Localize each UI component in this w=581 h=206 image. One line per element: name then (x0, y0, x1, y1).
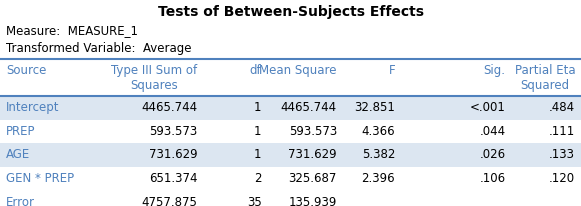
Text: 651.374: 651.374 (149, 172, 198, 185)
Text: df: df (250, 64, 261, 77)
Text: 4.366: 4.366 (361, 125, 395, 138)
Text: F: F (389, 64, 395, 77)
Text: Partial Eta
Squared: Partial Eta Squared (515, 64, 575, 92)
Text: 593.573: 593.573 (289, 125, 337, 138)
Text: 135.939: 135.939 (289, 195, 337, 206)
Text: 1: 1 (254, 125, 261, 138)
Text: 2: 2 (254, 172, 261, 185)
Text: 1: 1 (254, 148, 261, 161)
Text: 35: 35 (247, 195, 261, 206)
FancyBboxPatch shape (0, 190, 581, 206)
Text: Mean Square: Mean Square (260, 64, 337, 77)
Text: Sig.: Sig. (483, 64, 505, 77)
FancyBboxPatch shape (0, 96, 581, 119)
Text: 1: 1 (254, 101, 261, 114)
Text: 4465.744: 4465.744 (141, 101, 198, 114)
Text: .026: .026 (479, 148, 505, 161)
Text: 731.629: 731.629 (288, 148, 337, 161)
FancyBboxPatch shape (0, 143, 581, 167)
Text: 593.573: 593.573 (149, 125, 198, 138)
Text: .133: .133 (549, 148, 575, 161)
Text: GEN * PREP: GEN * PREP (6, 172, 74, 185)
FancyBboxPatch shape (0, 167, 581, 190)
Text: .484: .484 (549, 101, 575, 114)
Text: AGE: AGE (6, 148, 30, 161)
FancyBboxPatch shape (0, 119, 581, 143)
Text: Source: Source (6, 64, 46, 77)
Text: Measure:  MEASURE_1: Measure: MEASURE_1 (6, 25, 138, 37)
Text: .120: .120 (549, 172, 575, 185)
Text: Intercept: Intercept (6, 101, 59, 114)
Text: Transformed Variable:  Average: Transformed Variable: Average (6, 42, 191, 55)
Text: Error: Error (6, 195, 35, 206)
Text: .106: .106 (479, 172, 505, 185)
Text: 5.382: 5.382 (362, 148, 395, 161)
Text: Tests of Between-Subjects Effects: Tests of Between-Subjects Effects (157, 5, 424, 19)
Text: 325.687: 325.687 (289, 172, 337, 185)
Text: .111: .111 (549, 125, 575, 138)
Text: <.001: <.001 (469, 101, 505, 114)
Text: Type III Sum of
Squares: Type III Sum of Squares (112, 64, 198, 92)
Text: 4465.744: 4465.744 (281, 101, 337, 114)
Text: 2.396: 2.396 (361, 172, 395, 185)
Text: PREP: PREP (6, 125, 35, 138)
Text: 731.629: 731.629 (149, 148, 198, 161)
Text: 4757.875: 4757.875 (142, 195, 198, 206)
Text: .044: .044 (479, 125, 505, 138)
Text: 32.851: 32.851 (354, 101, 395, 114)
